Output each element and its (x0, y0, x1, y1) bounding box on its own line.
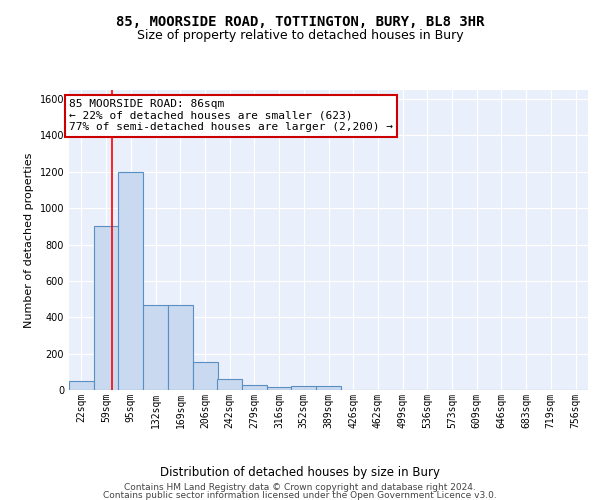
Text: Contains HM Land Registry data © Crown copyright and database right 2024.: Contains HM Land Registry data © Crown c… (124, 483, 476, 492)
Bar (316, 386, 341, 390)
Text: 85 MOORSIDE ROAD: 86sqm
← 22% of detached houses are smaller (623)
77% of semi-d: 85 MOORSIDE ROAD: 86sqm ← 22% of detache… (69, 99, 393, 132)
Bar (217, 379, 242, 390)
Bar (291, 386, 316, 390)
Bar (168, 304, 193, 390)
Text: Distribution of detached houses by size in Bury: Distribution of detached houses by size … (160, 466, 440, 479)
Bar (69, 381, 94, 390)
Bar (242, 384, 267, 390)
Text: 85, MOORSIDE ROAD, TOTTINGTON, BURY, BL8 3HR: 85, MOORSIDE ROAD, TOTTINGTON, BURY, BL8… (116, 16, 484, 30)
Y-axis label: Number of detached properties: Number of detached properties (24, 152, 34, 328)
Text: Contains public sector information licensed under the Open Government Licence v3: Contains public sector information licen… (103, 490, 497, 500)
Bar (267, 388, 292, 390)
Bar (143, 304, 168, 390)
Bar (118, 172, 143, 390)
Bar (193, 362, 218, 390)
Bar (94, 226, 119, 390)
Text: Size of property relative to detached houses in Bury: Size of property relative to detached ho… (137, 30, 463, 43)
